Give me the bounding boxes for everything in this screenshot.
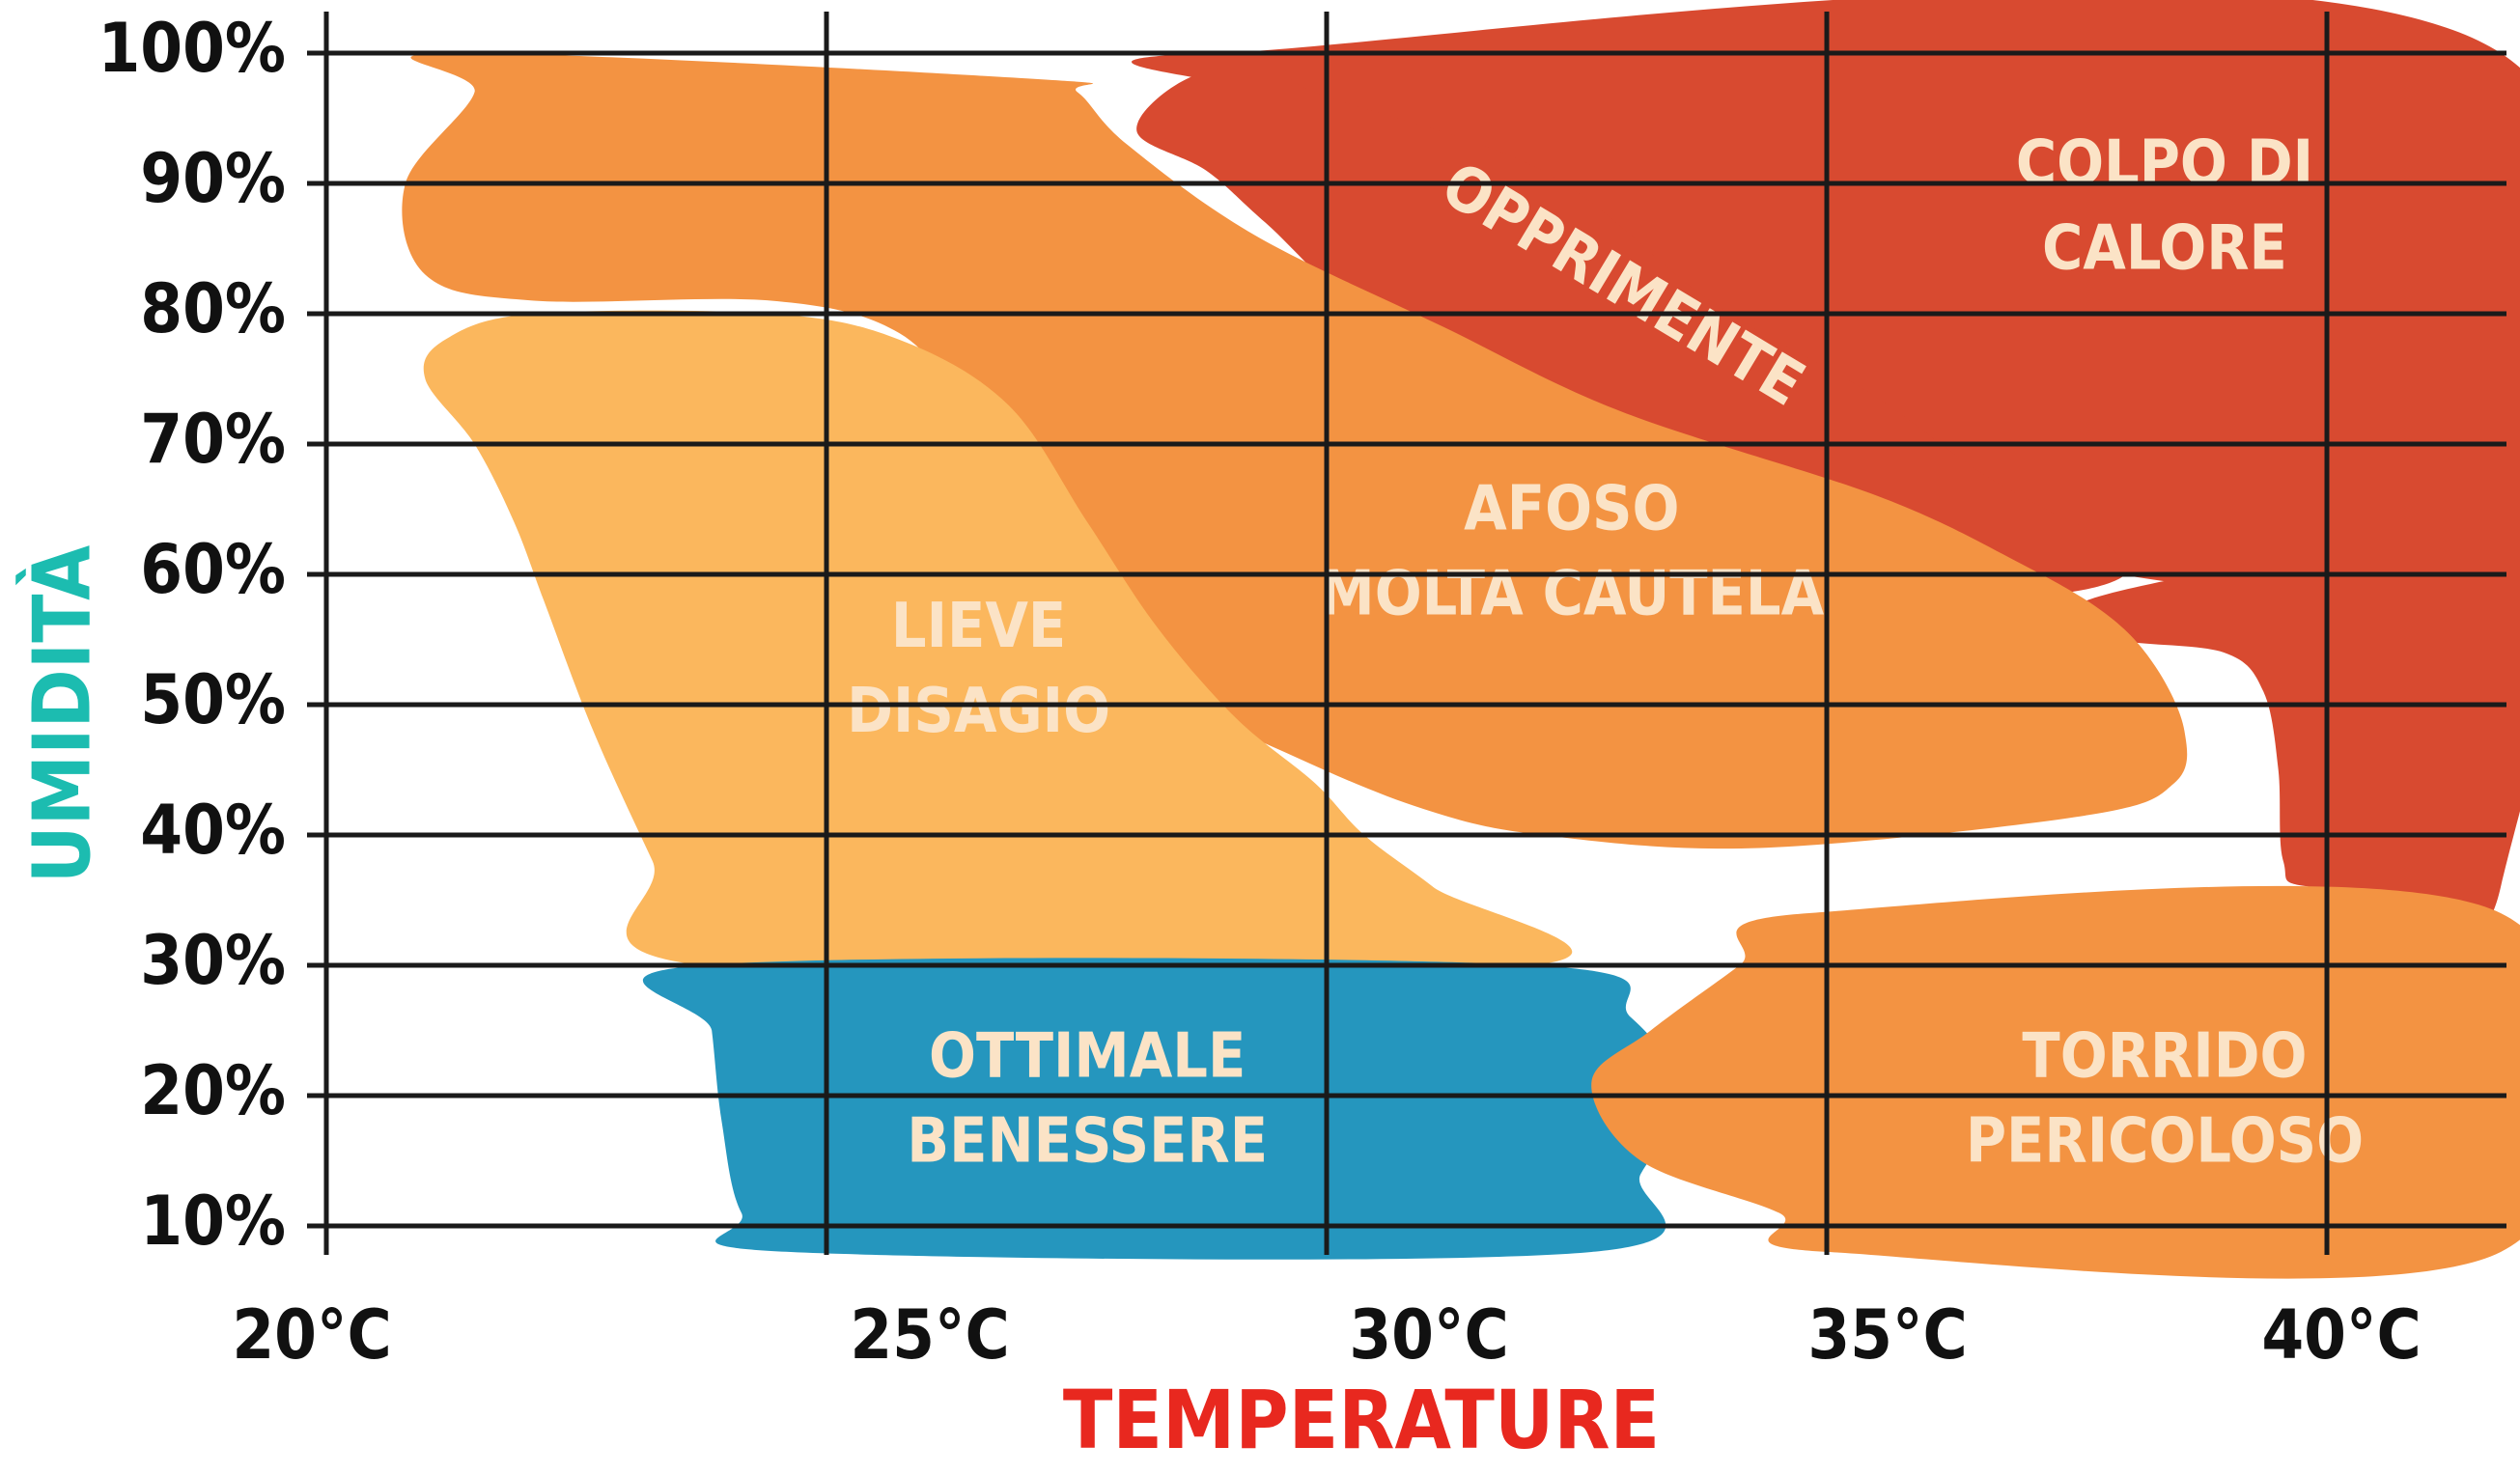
y-tick-label: 60% [140, 530, 286, 609]
zone-lieve [423, 310, 1573, 977]
y-tick-label: 10% [140, 1182, 286, 1261]
y-axis-ticks: 10% 20% 30% 40% 50% 60% 70% 80% 90% 100% [98, 9, 286, 1261]
zone-label-line: BENESSERE [907, 1105, 1268, 1177]
x-tick-label: 25°C [850, 1295, 1009, 1375]
zone-label-line: PERICOLOSO [1966, 1105, 2364, 1177]
zone-label-afoso: AFOSO MOLTA CAUTELA [1319, 473, 1824, 629]
y-axis-label: UMIDITÀ [14, 545, 108, 884]
y-tick-label: 80% [140, 269, 286, 348]
zone-label-line: COLPO DI [2016, 128, 2313, 200]
zone-label-lieve: LIEVE DISAGIO [847, 591, 1110, 747]
x-tick-label: 40°C [2261, 1295, 2421, 1375]
y-tick-label: 70% [140, 400, 286, 479]
zone-label-line: OTTIMALE [929, 1020, 1246, 1092]
zone-afoso [402, 52, 2188, 849]
y-tick-label: 30% [140, 921, 286, 1000]
zone-torrido [1591, 885, 2520, 1279]
zone-label-line: LIEVE [891, 591, 1066, 662]
zone-label-line: AFOSO [1464, 473, 1679, 544]
comfort-zones [402, 0, 2520, 1279]
zone-ottimale [642, 958, 1681, 1260]
zone-label-line: CALORE [2042, 213, 2287, 285]
zone-label-line: TORRIDO [2022, 1020, 2307, 1092]
x-axis-ticks: 20°C 25°C 30°C 35°C 40°C [232, 1295, 2421, 1375]
y-tick-label: 50% [140, 660, 286, 739]
y-tick-label: 40% [140, 791, 286, 870]
zone-label-line: MOLTA CAUTELA [1319, 558, 1824, 629]
y-tick-label: 20% [140, 1051, 286, 1130]
x-axis-label: TEMPERATURE [1063, 1373, 1660, 1467]
x-tick-label: 20°C [232, 1295, 391, 1375]
zone-label-line: DISAGIO [847, 676, 1110, 747]
y-tick-label: 90% [140, 139, 286, 218]
chart-grid [307, 12, 2506, 1255]
y-tick-label: 100% [98, 9, 286, 88]
x-tick-label: 35°C [1807, 1295, 1967, 1375]
zone-label-colpo: COLPO DI CALORE [2016, 128, 2313, 285]
x-tick-label: 30°C [1349, 1295, 1508, 1375]
zone-opprimente [1136, 63, 2127, 595]
zone-label-ottimale: OTTIMALE BENESSERE [907, 1020, 1268, 1177]
zone-label-torrido: TORRIDO PERICOLOSO [1966, 1020, 2364, 1177]
